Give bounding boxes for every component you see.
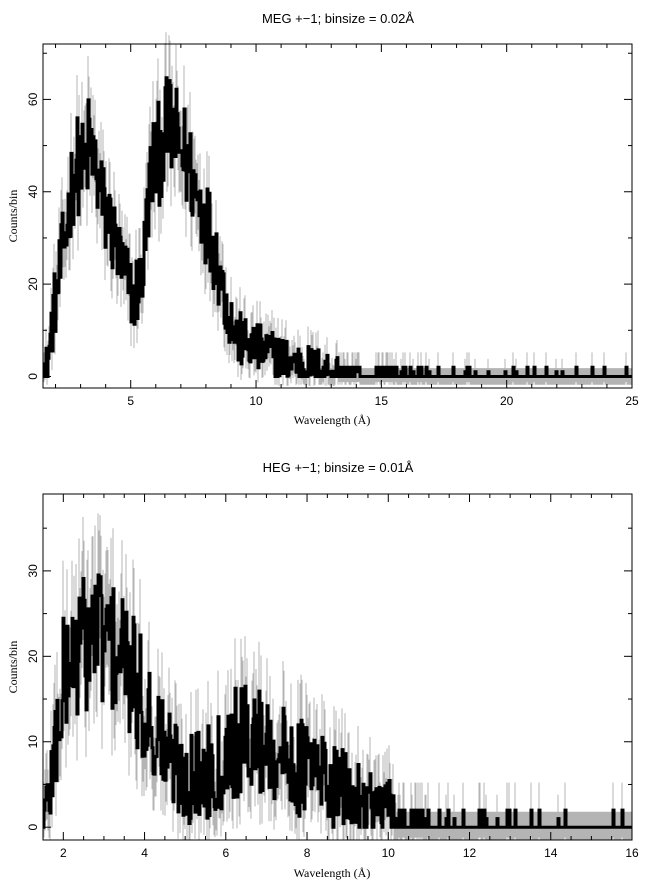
heg-frame <box>42 493 633 841</box>
heg-y-axis: 0 10 20 30 <box>26 527 632 831</box>
heg-x-tick-label: 10 <box>382 846 396 860</box>
heg-plot-body <box>42 513 633 840</box>
heg-x-axis-label: Wavelength (Å) <box>294 866 371 880</box>
heg-x-tick-label: 14 <box>544 846 558 860</box>
heg-y-tick-label: 20 <box>26 649 40 663</box>
heg-x-tick-label: 16 <box>625 846 639 860</box>
meg-x-tick-label: 5 <box>127 394 134 408</box>
meg-frame <box>42 43 633 389</box>
meg-y-axis-label: Counts/bin <box>6 190 20 243</box>
meg-panel: MEG +−1; binsize = 0.02Å 5 10 15 20 25 0 20 40… <box>6 11 639 427</box>
meg-y-tick-label: 20 <box>26 277 40 291</box>
heg-y-tick-label: 10 <box>26 735 40 749</box>
meg-y-tick-label: 0 <box>26 373 40 380</box>
meg-y-tick-label: 40 <box>26 185 40 199</box>
meg-y-axis: 0 20 40 60 <box>26 52 632 380</box>
meg-x-tick-label: 10 <box>249 394 263 408</box>
heg-x-tick-label: 6 <box>222 846 229 860</box>
heg-y-axis-label: Counts/bin <box>6 641 20 694</box>
meg-y-tick-label: 60 <box>26 92 40 106</box>
heg-title: HEG +−1; binsize = 0.01Å <box>263 460 414 475</box>
meg-x-tick-label: 25 <box>625 394 639 408</box>
meg-spectrum-line <box>42 76 632 378</box>
meg-error-bars <box>42 32 633 386</box>
meg-x-tick-label: 20 <box>500 394 514 408</box>
heg-x-tick-label: 12 <box>463 846 477 860</box>
heg-panel: HEG +−1; binsize = 0.01Å 2 4 6 8 10 12 14 16 0 1… <box>6 460 639 880</box>
meg-plot-body <box>42 32 633 386</box>
heg-x-tick-label: 8 <box>304 846 311 860</box>
heg-x-tick-label: 4 <box>141 846 148 860</box>
heg-spectrum-line <box>42 573 632 829</box>
meg-x-axis: 5 10 15 20 25 <box>55 44 639 408</box>
heg-x-axis: 2 4 6 8 10 12 14 16 <box>42 494 639 860</box>
meg-x-tick-label: 15 <box>375 394 389 408</box>
heg-y-tick-label: 0 <box>26 824 40 831</box>
meg-x-axis-label: Wavelength (Å) <box>294 413 371 427</box>
heg-y-tick-label: 30 <box>26 564 40 578</box>
meg-title: MEG +−1; binsize = 0.02Å <box>262 11 414 26</box>
heg-x-tick-label: 2 <box>60 846 67 860</box>
